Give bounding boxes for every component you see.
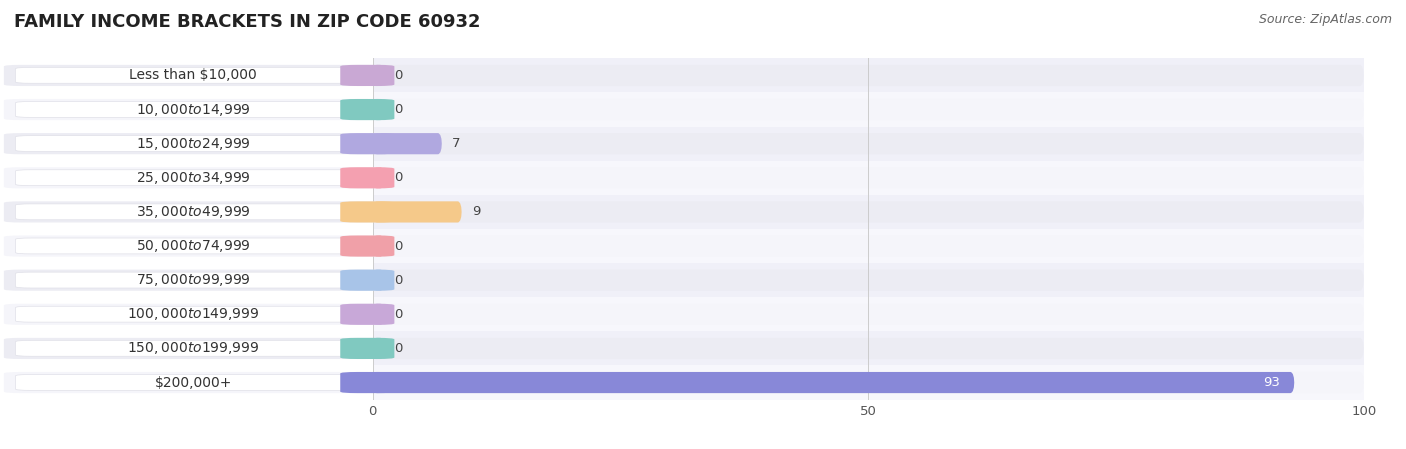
Bar bbox=[373, 365, 1364, 400]
FancyBboxPatch shape bbox=[373, 201, 1364, 223]
FancyBboxPatch shape bbox=[373, 269, 384, 291]
FancyBboxPatch shape bbox=[15, 101, 364, 117]
Bar bbox=[373, 297, 1364, 331]
FancyBboxPatch shape bbox=[15, 340, 364, 356]
FancyBboxPatch shape bbox=[340, 304, 394, 325]
Text: $150,000 to $199,999: $150,000 to $199,999 bbox=[127, 340, 260, 357]
FancyBboxPatch shape bbox=[340, 133, 394, 154]
FancyBboxPatch shape bbox=[373, 167, 1364, 189]
FancyBboxPatch shape bbox=[4, 372, 382, 393]
Text: 0: 0 bbox=[395, 240, 402, 252]
Text: $15,000 to $24,999: $15,000 to $24,999 bbox=[136, 136, 250, 152]
Text: 0: 0 bbox=[395, 69, 402, 82]
FancyBboxPatch shape bbox=[373, 65, 1364, 86]
FancyBboxPatch shape bbox=[373, 304, 384, 325]
FancyBboxPatch shape bbox=[373, 372, 1295, 393]
FancyBboxPatch shape bbox=[373, 99, 384, 120]
FancyBboxPatch shape bbox=[373, 304, 1364, 325]
Bar bbox=[373, 127, 1364, 161]
Text: Less than $10,000: Less than $10,000 bbox=[129, 68, 257, 83]
FancyBboxPatch shape bbox=[15, 136, 364, 151]
FancyBboxPatch shape bbox=[340, 235, 394, 257]
Text: $35,000 to $49,999: $35,000 to $49,999 bbox=[136, 204, 250, 220]
FancyBboxPatch shape bbox=[373, 338, 384, 359]
Text: 7: 7 bbox=[451, 137, 460, 150]
Text: 0: 0 bbox=[395, 342, 402, 355]
Text: 0: 0 bbox=[395, 274, 402, 286]
FancyBboxPatch shape bbox=[340, 167, 394, 189]
FancyBboxPatch shape bbox=[340, 269, 394, 291]
Text: 0: 0 bbox=[395, 308, 402, 321]
Text: $200,000+: $200,000+ bbox=[155, 375, 232, 390]
FancyBboxPatch shape bbox=[373, 235, 1364, 257]
Text: 0: 0 bbox=[395, 172, 402, 184]
FancyBboxPatch shape bbox=[15, 374, 364, 390]
FancyBboxPatch shape bbox=[340, 99, 394, 120]
Text: 0: 0 bbox=[395, 103, 402, 116]
FancyBboxPatch shape bbox=[15, 170, 364, 185]
Text: FAMILY INCOME BRACKETS IN ZIP CODE 60932: FAMILY INCOME BRACKETS IN ZIP CODE 60932 bbox=[14, 13, 481, 31]
FancyBboxPatch shape bbox=[373, 269, 1364, 291]
FancyBboxPatch shape bbox=[15, 204, 364, 220]
FancyBboxPatch shape bbox=[340, 65, 394, 86]
FancyBboxPatch shape bbox=[4, 167, 382, 189]
FancyBboxPatch shape bbox=[4, 133, 382, 154]
Text: $75,000 to $99,999: $75,000 to $99,999 bbox=[136, 272, 250, 288]
Text: 93: 93 bbox=[1263, 376, 1279, 389]
FancyBboxPatch shape bbox=[373, 99, 1364, 120]
Text: $25,000 to $34,999: $25,000 to $34,999 bbox=[136, 170, 250, 186]
FancyBboxPatch shape bbox=[4, 201, 382, 223]
FancyBboxPatch shape bbox=[4, 65, 382, 86]
Bar bbox=[373, 58, 1364, 92]
FancyBboxPatch shape bbox=[340, 338, 394, 359]
FancyBboxPatch shape bbox=[4, 269, 382, 291]
FancyBboxPatch shape bbox=[4, 304, 382, 325]
FancyBboxPatch shape bbox=[340, 372, 394, 393]
Bar bbox=[373, 229, 1364, 263]
Text: $50,000 to $74,999: $50,000 to $74,999 bbox=[136, 238, 250, 254]
Bar bbox=[373, 161, 1364, 195]
FancyBboxPatch shape bbox=[373, 167, 384, 189]
Text: 9: 9 bbox=[472, 206, 479, 218]
FancyBboxPatch shape bbox=[4, 235, 382, 257]
Bar bbox=[373, 331, 1364, 365]
Bar bbox=[373, 195, 1364, 229]
FancyBboxPatch shape bbox=[15, 272, 364, 288]
FancyBboxPatch shape bbox=[373, 133, 1364, 154]
FancyBboxPatch shape bbox=[373, 133, 441, 154]
FancyBboxPatch shape bbox=[373, 201, 461, 223]
FancyBboxPatch shape bbox=[373, 65, 384, 86]
Text: $10,000 to $14,999: $10,000 to $14,999 bbox=[136, 101, 250, 118]
FancyBboxPatch shape bbox=[4, 99, 382, 120]
Bar bbox=[373, 263, 1364, 297]
FancyBboxPatch shape bbox=[15, 67, 364, 83]
FancyBboxPatch shape bbox=[373, 235, 384, 257]
FancyBboxPatch shape bbox=[373, 338, 1364, 359]
FancyBboxPatch shape bbox=[15, 306, 364, 322]
FancyBboxPatch shape bbox=[4, 338, 382, 359]
FancyBboxPatch shape bbox=[340, 201, 394, 223]
FancyBboxPatch shape bbox=[373, 372, 1364, 393]
Bar bbox=[373, 92, 1364, 127]
FancyBboxPatch shape bbox=[15, 238, 364, 254]
Text: $100,000 to $149,999: $100,000 to $149,999 bbox=[127, 306, 260, 322]
Text: Source: ZipAtlas.com: Source: ZipAtlas.com bbox=[1258, 13, 1392, 26]
